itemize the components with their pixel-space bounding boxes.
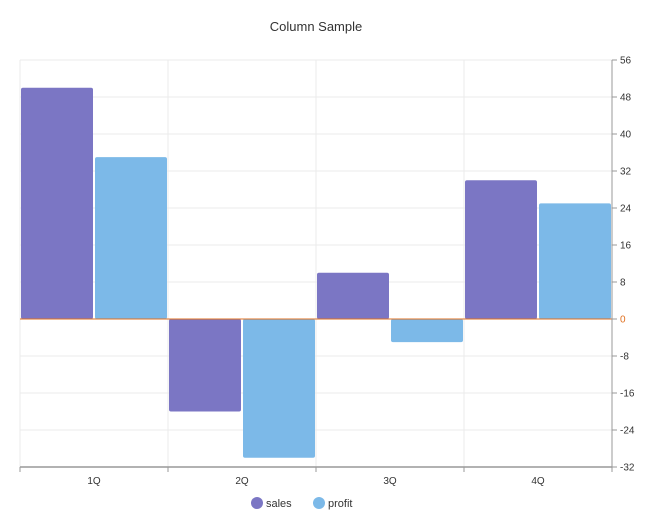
bar-profit-4Q[interactable] (539, 203, 611, 319)
legend-label-sales[interactable]: sales (266, 498, 292, 510)
bar-profit-3Q[interactable] (391, 319, 463, 343)
y-tick-label: -16 (620, 389, 635, 400)
bar-sales-3Q[interactable] (317, 272, 389, 319)
x-tick-label: 3Q (383, 476, 397, 487)
y-tick-label: 32 (620, 167, 632, 178)
bar-sales-4Q[interactable] (465, 180, 537, 319)
y-tick-label: 8 (620, 278, 626, 289)
legend-marker-sales[interactable] (251, 497, 263, 509)
y-tick-label: -24 (620, 426, 635, 437)
y-tick-label: -8 (620, 352, 629, 363)
y-tick-label: 24 (620, 204, 632, 215)
y-tick-label: 48 (620, 93, 632, 104)
y-tick-label: 0 (620, 315, 626, 326)
bar-profit-2Q[interactable] (243, 319, 315, 458)
x-tick-label: 4Q (531, 476, 545, 487)
x-tick-label: 1Q (87, 476, 101, 487)
y-tick-label: 40 (620, 130, 632, 141)
x-tick-label: 2Q (235, 476, 249, 487)
bar-profit-1Q[interactable] (95, 157, 167, 319)
bar-sales-1Q[interactable] (21, 87, 93, 319)
y-tick-label: 56 (620, 56, 632, 67)
y-tick-label: 16 (620, 241, 632, 252)
bars (21, 87, 611, 458)
legend[interactable]: sales profit (251, 497, 352, 510)
y-tick-label: -32 (620, 463, 635, 474)
chart-title: Column Sample (270, 19, 363, 34)
axes: 56 48 40 32 24 16 8 0 -8 -16 -24 -32 1Q 2Q 3Q 4Q (19, 56, 635, 487)
bar-sales-2Q[interactable] (169, 319, 241, 412)
legend-marker-profit[interactable] (313, 497, 325, 509)
legend-label-profit[interactable]: profit (328, 498, 352, 510)
